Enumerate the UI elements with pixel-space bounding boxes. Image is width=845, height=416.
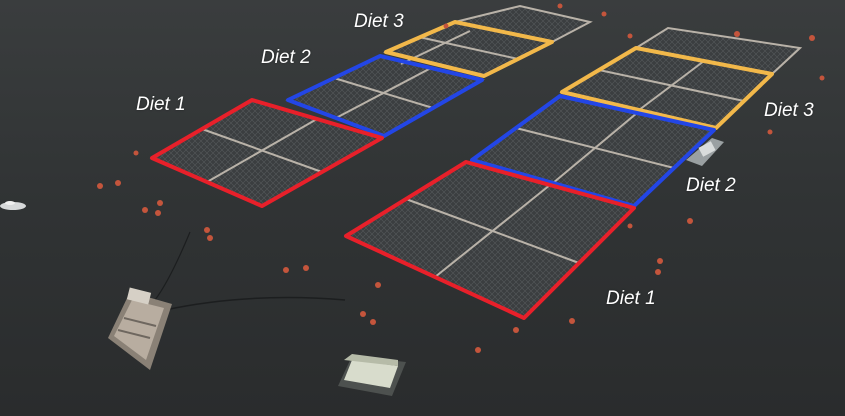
label-left-diet-3: Diet 3: [354, 11, 404, 32]
outline-right-diet-3: [560, 46, 774, 130]
buoys: [97, 3, 825, 353]
label-left-diet-2: Diet 2: [261, 47, 311, 68]
label-right-diet-2: Diet 2: [686, 175, 736, 196]
outline-left-diet-3: [384, 20, 554, 78]
diet-outlines: [150, 20, 774, 320]
right-pen-dividers: [405, 60, 745, 278]
outline-right-diet-2: [470, 94, 716, 208]
mooring-line: [164, 296, 346, 311]
shed-float: [338, 354, 406, 396]
service-boat: [686, 138, 724, 166]
label-left-diet-1: Diet 1: [136, 94, 186, 115]
outline-left-diet-1: [150, 98, 384, 208]
outline-right-diet-1: [344, 160, 636, 320]
mooring-line-2: [154, 231, 191, 301]
label-right-diet-3: Diet 3: [764, 100, 814, 121]
small-boat: [0, 201, 26, 210]
label-right-diet-1: Diet 1: [606, 288, 656, 309]
feed-barge: [108, 287, 172, 370]
outline-left-diet-2: [286, 54, 484, 138]
